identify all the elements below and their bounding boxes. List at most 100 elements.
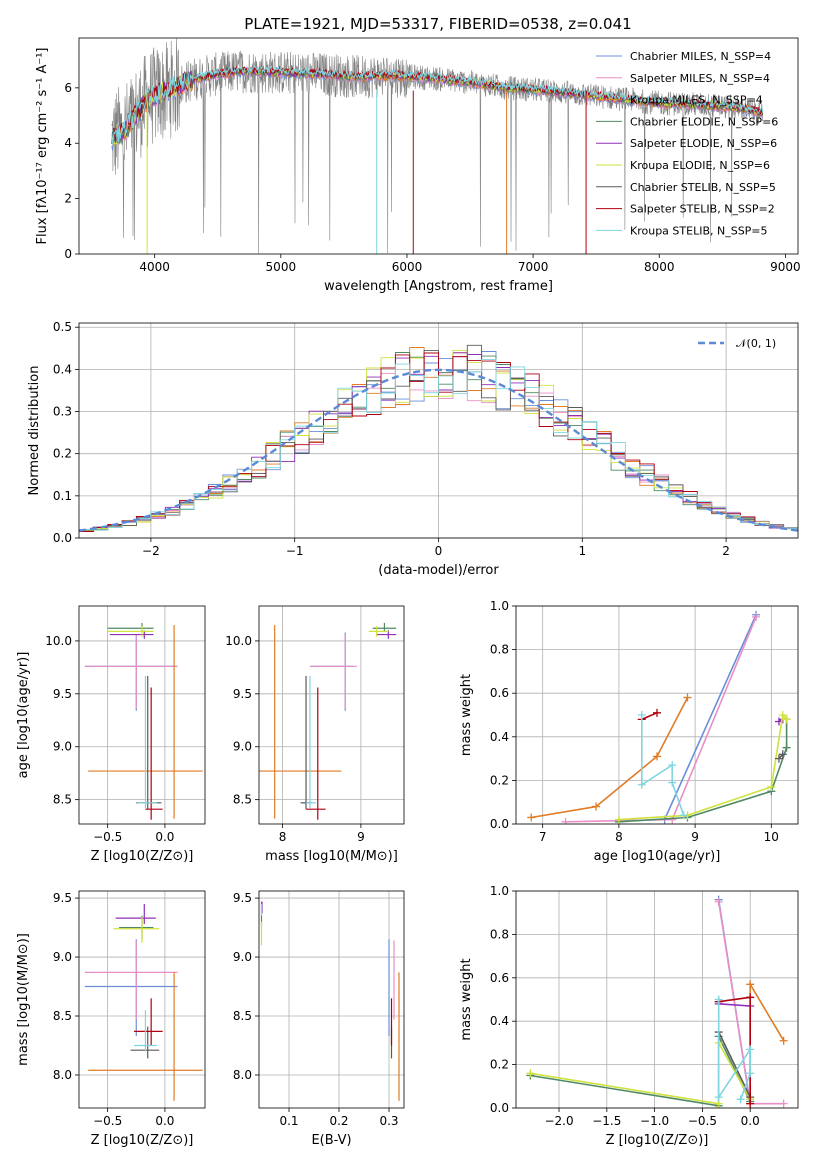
- y-tick-label: 0.6: [490, 971, 509, 985]
- x-tick-label: 0: [435, 544, 443, 558]
- errorbars: [84, 903, 203, 1101]
- data-point-marker: [778, 711, 787, 719]
- x-tick-label: −2.0: [544, 1114, 573, 1128]
- x-tick-label: −1.5: [592, 1114, 621, 1128]
- data-point-marker: [679, 811, 688, 820]
- y-tick-label: 0.0: [490, 1101, 509, 1115]
- legend-label: Chabrier STELIB, N_SSP=5: [630, 181, 776, 194]
- x-axis-label: age [log10(age/yr)]: [594, 849, 721, 864]
- axes-frame: [78, 37, 799, 255]
- x-tick-label: −0.5: [93, 830, 122, 844]
- data-point-marker: [668, 778, 677, 787]
- x-tick-label: 8000: [644, 260, 675, 274]
- y-tick-label: 0.4: [53, 362, 72, 376]
- legend-label: Kroupa MILES, N_SSP=4: [630, 94, 763, 107]
- mass-weight-line-3: [749, 981, 785, 1104]
- data-point-marker: [782, 743, 791, 752]
- data-point-marker: [746, 1069, 755, 1078]
- figure-title: PLATE=1921, MJD=53317, FIBERID=0538, z=0…: [244, 15, 631, 33]
- mass-vs-metallicity-plot: −0.5 0.0 8.0 8.5 9.0 9.5 Z [log10(Z/Z⊙)] mass […: [16, 890, 206, 1148]
- legend-label: Salpeter ELODIE, N_SSP=6: [630, 137, 777, 150]
- mass-weight-line-9: [717, 999, 751, 1100]
- data-point-marker: [782, 715, 791, 724]
- data-point-marker: [714, 897, 723, 906]
- x-axis-label: Z [log10(Z/Z⊙)]: [91, 1133, 194, 1148]
- y-axis-label: mass weight: [459, 958, 474, 1040]
- axes-frame: [78, 890, 206, 1109]
- data-point-marker: [714, 995, 723, 1004]
- y-tick-label: 0.0: [490, 817, 509, 831]
- gaussian-reference-curve: [79, 368, 798, 532]
- mass-weight-line-4: [530, 1036, 751, 1107]
- y-tick-label: 4: [64, 136, 72, 150]
- x-tick-label: 4000: [139, 260, 170, 274]
- data-point-marker: [779, 1036, 788, 1045]
- x-axis-label: E(B-V): [311, 1133, 351, 1148]
- data-point-marker: [778, 750, 787, 759]
- x-tick-label: 9: [691, 830, 699, 844]
- mass-weight-line-6: [530, 1039, 751, 1105]
- age-vs-metallicity-plot: −0.5 0.0 8.5 9.0 9.5 10.0 Z [log10(Z/Z⊙)] age […: [16, 605, 206, 864]
- y-tick-label: 8.5: [233, 793, 252, 807]
- y-axis-label: Normed distribution: [27, 366, 42, 496]
- residual-histogram-plot: −2 −1 0 1 2 0.0 0.1 0.2 0.3 0.4 0.5 (data-model)/er…: [27, 320, 799, 578]
- data-point-marker: [746, 1045, 755, 1054]
- y-tick-label: 0.6: [490, 686, 509, 700]
- axes-frame: [258, 890, 405, 1109]
- y-tick-label: 0.2: [490, 1058, 509, 1072]
- x-tick-label: 5000: [266, 260, 297, 274]
- x-tick-label: 10: [764, 830, 779, 844]
- data-point-marker: [653, 752, 661, 761]
- mass-weight-line-8: [641, 712, 658, 721]
- y-tick-label: 0.0: [53, 531, 72, 545]
- x-tick-label: 0.0: [741, 1114, 760, 1128]
- y-tick-label: 8.0: [233, 1068, 252, 1082]
- histograms: [79, 344, 798, 532]
- axes-frame: [515, 890, 799, 1109]
- legend-label: Salpeter STELIB, N_SSP=2: [630, 203, 775, 216]
- data-point-marker: [668, 761, 677, 770]
- y-tick-label: 9.0: [53, 740, 72, 754]
- x-tick-label: 7: [539, 830, 547, 844]
- mass-weight-line-1: [663, 614, 757, 820]
- y-axis-label: Flux [fλ10⁻¹⁷ erg cm⁻² s⁻¹ A⁻¹]: [35, 48, 50, 245]
- data-point-marker: [683, 693, 692, 702]
- massweight-vs-age-plot: 7 8 9 10 0.0 0.2 0.4 0.6 0.8 1.0 age [log10(age/yr…: [459, 599, 799, 864]
- y-tick-label: 0.8: [490, 927, 509, 941]
- x-tick-label: 9000: [770, 260, 801, 274]
- mass-weight-line-3: [531, 697, 689, 819]
- y-tick-label: 0.2: [53, 447, 72, 461]
- axes-frame: [78, 322, 799, 539]
- x-axis-label: wavelength [Angstrom, rest frame]: [324, 279, 553, 294]
- x-tick-label: −1: [286, 544, 304, 558]
- y-tick-label: 0.3: [53, 405, 72, 419]
- y-tick-label: 9.0: [53, 950, 72, 964]
- legend-label: Chabrier ELODIE, N_SSP=6: [630, 115, 778, 128]
- y-tick-label: 9.5: [233, 687, 252, 701]
- y-tick-label: 8.0: [53, 1068, 72, 1082]
- errorbars: [84, 622, 203, 820]
- x-tick-label: 0.0: [155, 1114, 174, 1128]
- y-tick-label: 8.5: [233, 1009, 252, 1023]
- spectrum-plot: 4000 5000 6000 7000 8000 9000 0 2 4 6 wavelength […: [35, 37, 801, 294]
- data-point-marker: [736, 1095, 745, 1104]
- y-tick-label: 0.4: [490, 1014, 509, 1028]
- data-point-marker: [746, 1099, 755, 1108]
- legend-label: Kroupa ELODIE, N_SSP=6: [630, 159, 770, 172]
- mass-weight-series: [526, 895, 788, 1108]
- x-axis-label: mass [log10(M/M⊙)]: [265, 849, 398, 864]
- x-tick-label: −2: [142, 544, 160, 558]
- axes-frame: [515, 605, 799, 825]
- data-point-marker: [746, 980, 755, 989]
- data-point-marker: [527, 813, 536, 822]
- data-point-marker: [592, 802, 601, 811]
- model-spectrum-9: [111, 65, 764, 144]
- y-tick-label: 0.5: [53, 320, 72, 334]
- y-axis-label: age [log10(age/yr)]: [16, 652, 31, 779]
- x-tick-label: 0.2: [329, 1114, 348, 1128]
- axes-frame: [78, 605, 206, 825]
- x-axis-label: Z [log10(Z/Z⊙)]: [606, 1133, 709, 1148]
- x-tick-label: −1.0: [640, 1114, 669, 1128]
- y-tick-label: 2: [64, 192, 72, 206]
- mass-vs-extinction-plot: 0.1 0.2 0.3 8.0 8.5 9.0 9.5 E(B-V): [233, 890, 405, 1148]
